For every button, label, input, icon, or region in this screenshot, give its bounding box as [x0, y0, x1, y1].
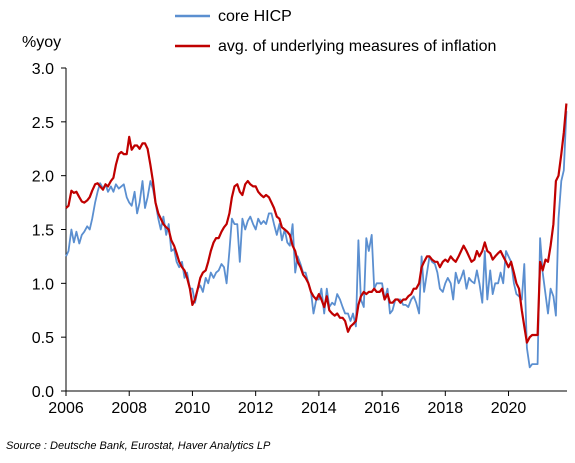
x-tick-label: 2018	[428, 400, 464, 417]
y-tick-label: 1.0	[32, 276, 54, 293]
series-line-core-hicp	[65, 111, 568, 369]
source-note: Source : Deutsche Bank, Eurostat, Haver …	[6, 440, 271, 452]
axes: 0.0 0.5 1.0 1.5 2.0 2.5 3.0 2006 2008 2010 2012 201…	[32, 61, 567, 417]
y-tick-label: 0.0	[32, 384, 54, 401]
x-tick-label: 2020	[491, 400, 527, 417]
x-tick-label: 2012	[238, 400, 274, 417]
x-tick-label: 2014	[301, 400, 337, 417]
y-axis-label: %yoy	[22, 34, 61, 51]
y-tick-label: 2.5	[32, 115, 54, 132]
y-tick-label: 1.5	[32, 223, 54, 240]
x-tick-label: 2006	[48, 400, 84, 417]
series-group	[65, 103, 568, 369]
legend: core HICP avg. of underlying measures of…	[175, 8, 496, 55]
series-line-avg-underlying	[65, 103, 568, 344]
x-tick-label: 2016	[364, 400, 400, 417]
x-tick-label: 2010	[175, 400, 211, 417]
y-tick-label: 0.5	[32, 330, 54, 347]
x-tick-label: 2008	[111, 400, 147, 417]
y-tick-label: 3.0	[32, 61, 54, 78]
legend-label-avg-underlying: avg. of underlying measures of inflation	[218, 38, 496, 55]
legend-label-core-hicp: core HICP	[218, 8, 292, 25]
y-tick-label: 2.0	[32, 169, 54, 186]
